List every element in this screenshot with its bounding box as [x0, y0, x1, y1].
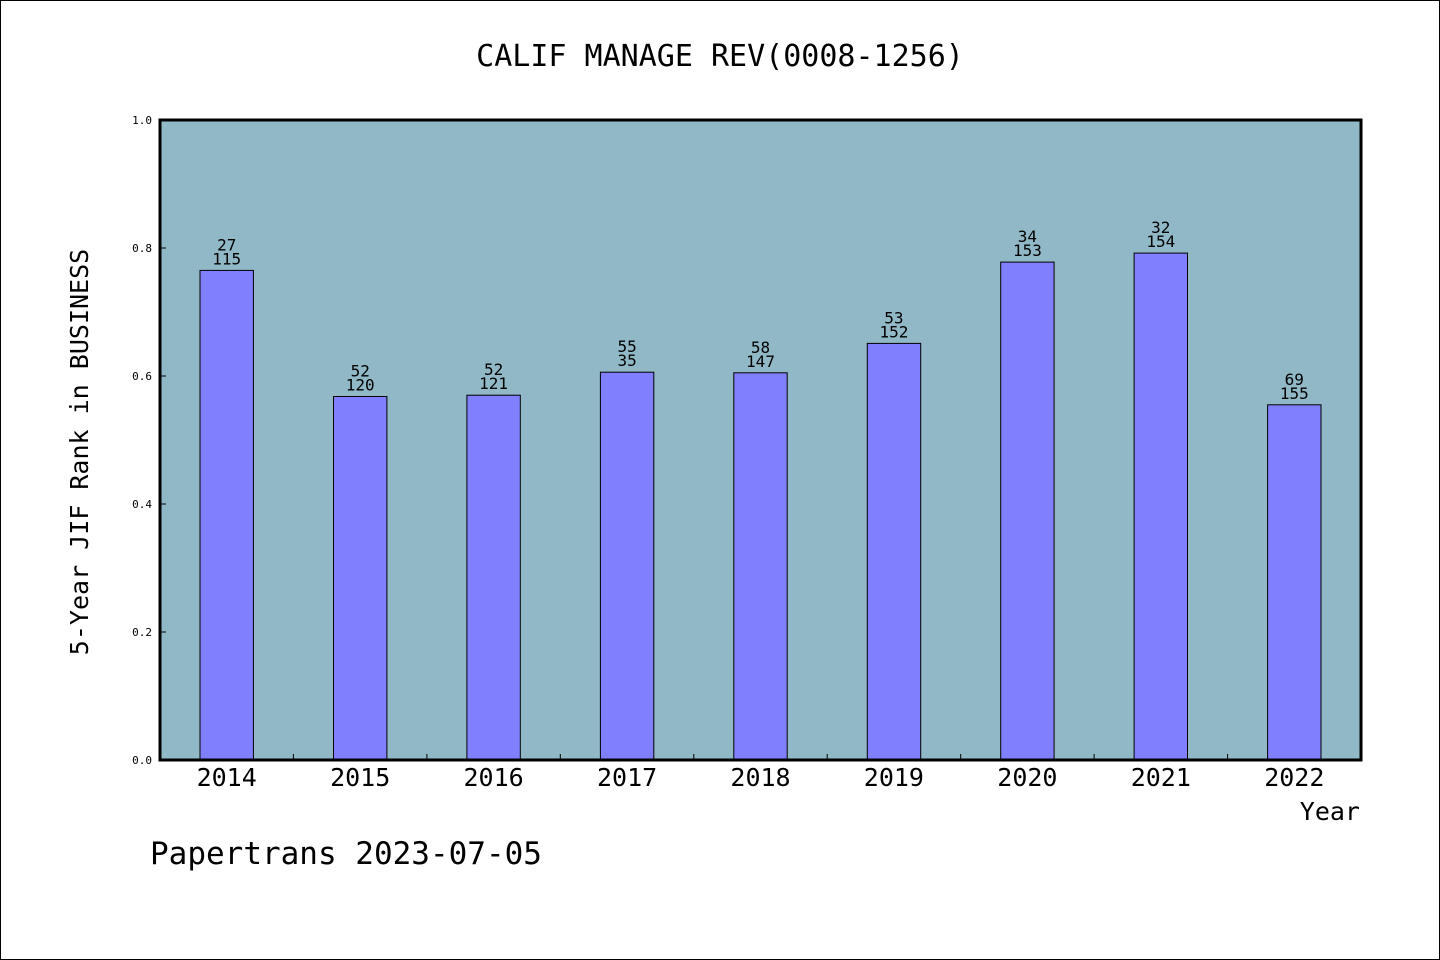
x-tick-label: 2021	[1131, 763, 1191, 792]
x-axis-label: Year	[1300, 797, 1360, 826]
x-tick-label: 2018	[730, 763, 790, 792]
data-label-top: 53	[884, 308, 903, 327]
data-label-bottom: 115	[212, 249, 241, 268]
y-tick-label: 0.0	[132, 754, 152, 767]
x-tick-label: 2017	[597, 763, 657, 792]
y-tick-label: 0.6	[132, 370, 152, 383]
data-label-top: 55	[617, 337, 636, 356]
y-axis-label: 5-Year JIF Rank in BUSINESS	[65, 249, 94, 655]
x-axis-ticks: 2014 2015 2016 2017 2018 2019 2020 2021 2022	[197, 754, 1324, 792]
data-label-top: 52	[484, 360, 503, 379]
bar-2017	[599, 371, 655, 761]
y-tick-label: 0.8	[132, 242, 152, 255]
data-label-top: 69	[1285, 370, 1304, 389]
y-tick-label: 0.2	[132, 626, 152, 639]
x-tick-label: 2020	[997, 763, 1057, 792]
data-label-top: 58	[751, 338, 770, 357]
x-tick-label: 2014	[197, 763, 257, 792]
bar-2020	[1000, 261, 1055, 761]
data-label-bottom: 121	[479, 374, 508, 393]
bar-2022	[1267, 404, 1322, 761]
data-label-top: 27	[217, 235, 236, 254]
x-tick-label: 2019	[864, 763, 924, 792]
bar-2014	[199, 269, 254, 761]
plot-border	[158, 118, 1363, 762]
data-label-top: 34	[1018, 227, 1037, 246]
y-tick-label: 1.0	[132, 114, 152, 127]
bar-2019	[866, 342, 922, 761]
x-tick-label: 2015	[330, 763, 390, 792]
x-tick-label: 2016	[463, 763, 523, 792]
y-axis-ticks: 0.0 0.2 0.4 0.6 0.8 1.0	[132, 114, 166, 767]
footer-text: Papertrans 2023-07-05	[150, 836, 542, 872]
bar-2015	[333, 396, 388, 761]
data-label-bottom: 152	[879, 322, 908, 341]
chart-title: CALIF MANAGE REV(0008-1256)	[476, 39, 964, 74]
data-label-bottom: 153	[1013, 241, 1042, 260]
data-label-bottom: 147	[746, 352, 775, 371]
y-tick-label: 0.4	[132, 498, 152, 511]
data-label-bottom: 120	[346, 376, 375, 395]
data-label-bottom: 155	[1280, 384, 1309, 403]
x-tick-label: 2022	[1264, 763, 1324, 792]
data-label-top: 52	[351, 362, 370, 381]
data-label-bottom: 35	[617, 351, 636, 370]
data-label-top: 32	[1151, 218, 1170, 237]
data-label-bottom: 154	[1146, 232, 1175, 251]
bar-2018	[733, 372, 788, 761]
bar-2021	[1133, 252, 1188, 761]
bar-group: 2711552120521215535581475315234153321546…	[199, 218, 1322, 761]
bar-2016	[466, 394, 521, 761]
